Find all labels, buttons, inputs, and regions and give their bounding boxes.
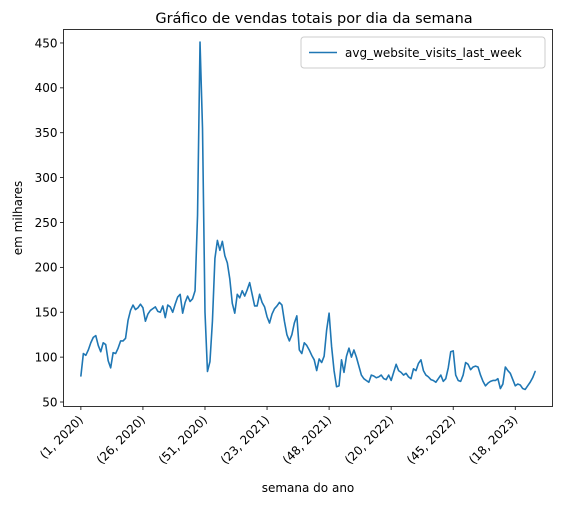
x-tick-label: (26, 2020) bbox=[94, 413, 148, 467]
x-tick-label: (1, 2020) bbox=[37, 413, 86, 462]
x-tick-label: (48, 2021) bbox=[280, 413, 334, 467]
y-tick-label: 150 bbox=[35, 306, 58, 320]
series-layer bbox=[80, 41, 536, 391]
y-tick-label: 200 bbox=[35, 261, 58, 275]
y-tick-label: 250 bbox=[35, 216, 58, 230]
plot-frame bbox=[63, 29, 553, 407]
x-tick-label: (23, 2021) bbox=[218, 413, 272, 467]
y-axis-title: em milhares bbox=[11, 181, 25, 256]
legend-box bbox=[300, 36, 546, 69]
y-tick-label: 100 bbox=[35, 350, 58, 364]
y-tick-label: 50 bbox=[42, 395, 57, 409]
chart-title: Gráfico de vendas totais por dia da sema… bbox=[155, 11, 472, 27]
series-line-0 bbox=[80, 41, 536, 391]
x-tick-label: (18, 2023) bbox=[466, 413, 520, 467]
x-tick-label: (20, 2022) bbox=[342, 413, 396, 467]
x-tick-label: (45, 2022) bbox=[404, 413, 458, 467]
x-axis-title: semana do ano bbox=[262, 481, 355, 495]
y-axis: 50 100 150 200 250 300 350 400 450 bbox=[35, 36, 64, 409]
legend-label: avg_website_visits_last_week bbox=[345, 46, 522, 60]
x-tick-label: (51, 2020) bbox=[156, 413, 210, 467]
y-tick-label: 400 bbox=[35, 81, 58, 95]
legend: avg_website_visits_last_week bbox=[300, 36, 546, 69]
x-axis: (1, 2020) (26, 2020) (51, 2020) (23, 2021)(… bbox=[37, 406, 520, 467]
plot-area: 50 100 150 200 250 300 350 400 450 (1, 2020) (26,… bbox=[35, 29, 553, 467]
y-tick-label: 300 bbox=[35, 171, 58, 185]
y-tick-label: 450 bbox=[35, 36, 58, 50]
y-tick-label: 350 bbox=[35, 126, 58, 140]
